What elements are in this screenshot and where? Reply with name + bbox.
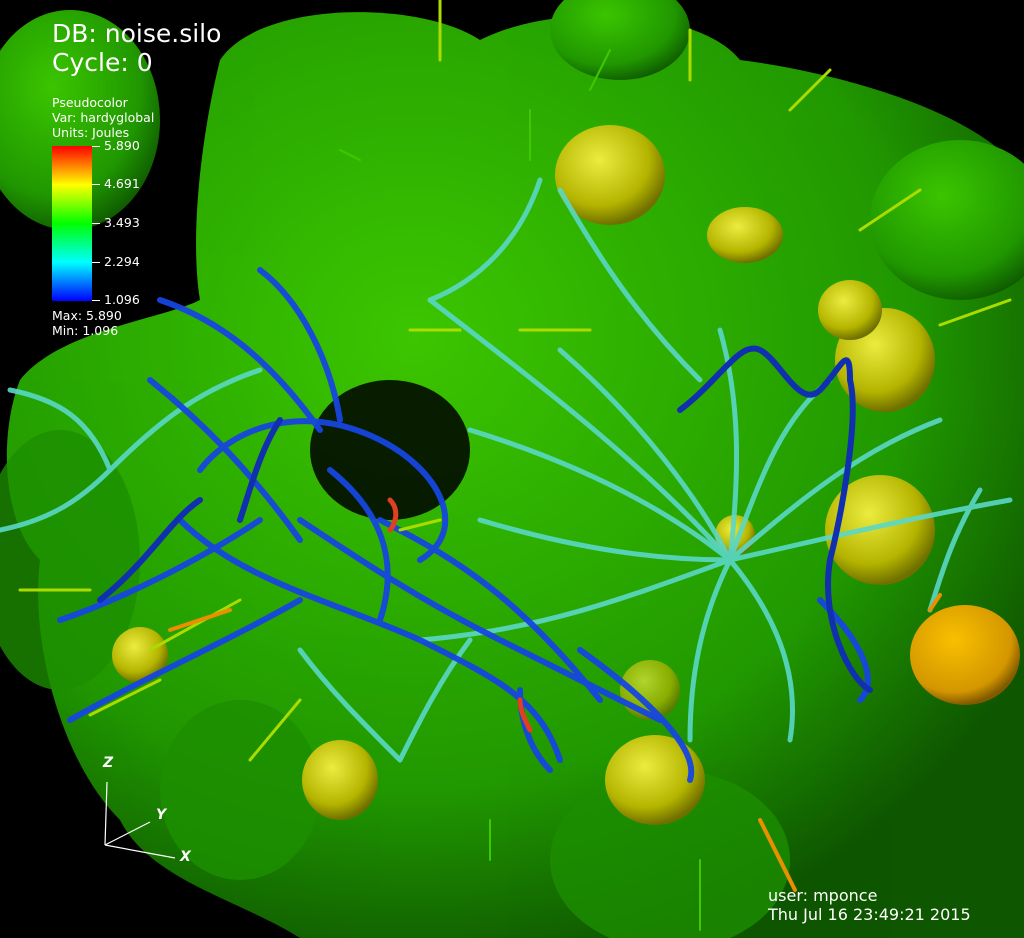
vector-arrow (339, 149, 361, 161)
isosurface-lobe-bottom-left (160, 700, 320, 880)
vector-arrow (398, 518, 442, 532)
legend-variable: Var: hardyglobal (52, 110, 155, 125)
streamlines (0, 177, 1013, 783)
axis-triad (104, 781, 176, 859)
colorbar-tick-label: 2.294 (104, 254, 140, 269)
vector-arrow (788, 68, 832, 112)
legend-colorbar (52, 146, 92, 301)
vector-arrow (88, 678, 162, 717)
x-axis-line (104, 844, 176, 859)
vector-arrow (248, 698, 302, 762)
colorbar-tick-label: 3.493 (104, 215, 140, 230)
isosurface-lobe-left (0, 430, 140, 690)
colorbar-tick-label: 5.890 (104, 138, 140, 153)
isosurface-lobe-top (550, 0, 690, 80)
yellow-blob (605, 735, 705, 825)
colorbar-tick (92, 223, 100, 224)
yellow-blob (818, 280, 882, 340)
cycle-label: Cycle: 0 (52, 48, 153, 77)
colorbar-tick (92, 262, 100, 263)
vector-glyphs (18, 0, 1012, 931)
vector-arrow (758, 818, 797, 892)
vector-arrow (938, 298, 1012, 327)
streamlines-blue (57, 267, 871, 783)
colorbar-tick-label: 4.691 (104, 176, 140, 191)
streamlines-red (387, 497, 533, 733)
streamlines-navy (97, 345, 873, 693)
yellow-blob (825, 475, 935, 585)
isosurface-lobe-right (870, 140, 1024, 300)
database-title: DB: noise.silo (52, 19, 222, 48)
user-label: user: mponce (768, 886, 878, 905)
z-axis-line (104, 781, 108, 846)
x-axis-label: X (180, 849, 191, 865)
y-axis-label: Y (156, 807, 167, 823)
z-axis-label: Z (103, 755, 114, 771)
yellow-blobs (112, 125, 1020, 825)
yellow-blob (112, 627, 168, 683)
colorbar-tick (92, 300, 100, 301)
legend-plot-type: Pseudocolor (52, 95, 128, 110)
legend-max: Max: 5.890 (52, 308, 122, 323)
vector-arrow (148, 598, 242, 652)
yellow-blob (707, 207, 783, 263)
streamlines-cyan (0, 177, 1013, 763)
colorbar-tick (92, 146, 100, 147)
timestamp-label: Thu Jul 16 23:49:21 2015 (768, 905, 971, 924)
colorbar-tick (92, 184, 100, 185)
orange-blob (910, 605, 1020, 705)
isosurface-lobe-bottom (550, 770, 790, 938)
legend-min: Min: 1.096 (52, 323, 119, 338)
colorbar-tick-label: 1.096 (104, 292, 140, 307)
yellow-blob (555, 125, 665, 225)
yellow-blob (302, 740, 378, 820)
y-axis-line (104, 821, 151, 846)
vector-arrow (858, 188, 922, 232)
vector-arrow (168, 608, 232, 632)
legend-units: Units: Joules (52, 125, 130, 140)
vector-arrow (589, 49, 611, 91)
isosurface-lobe-top-left (0, 10, 160, 230)
vector-arrow (928, 593, 942, 612)
